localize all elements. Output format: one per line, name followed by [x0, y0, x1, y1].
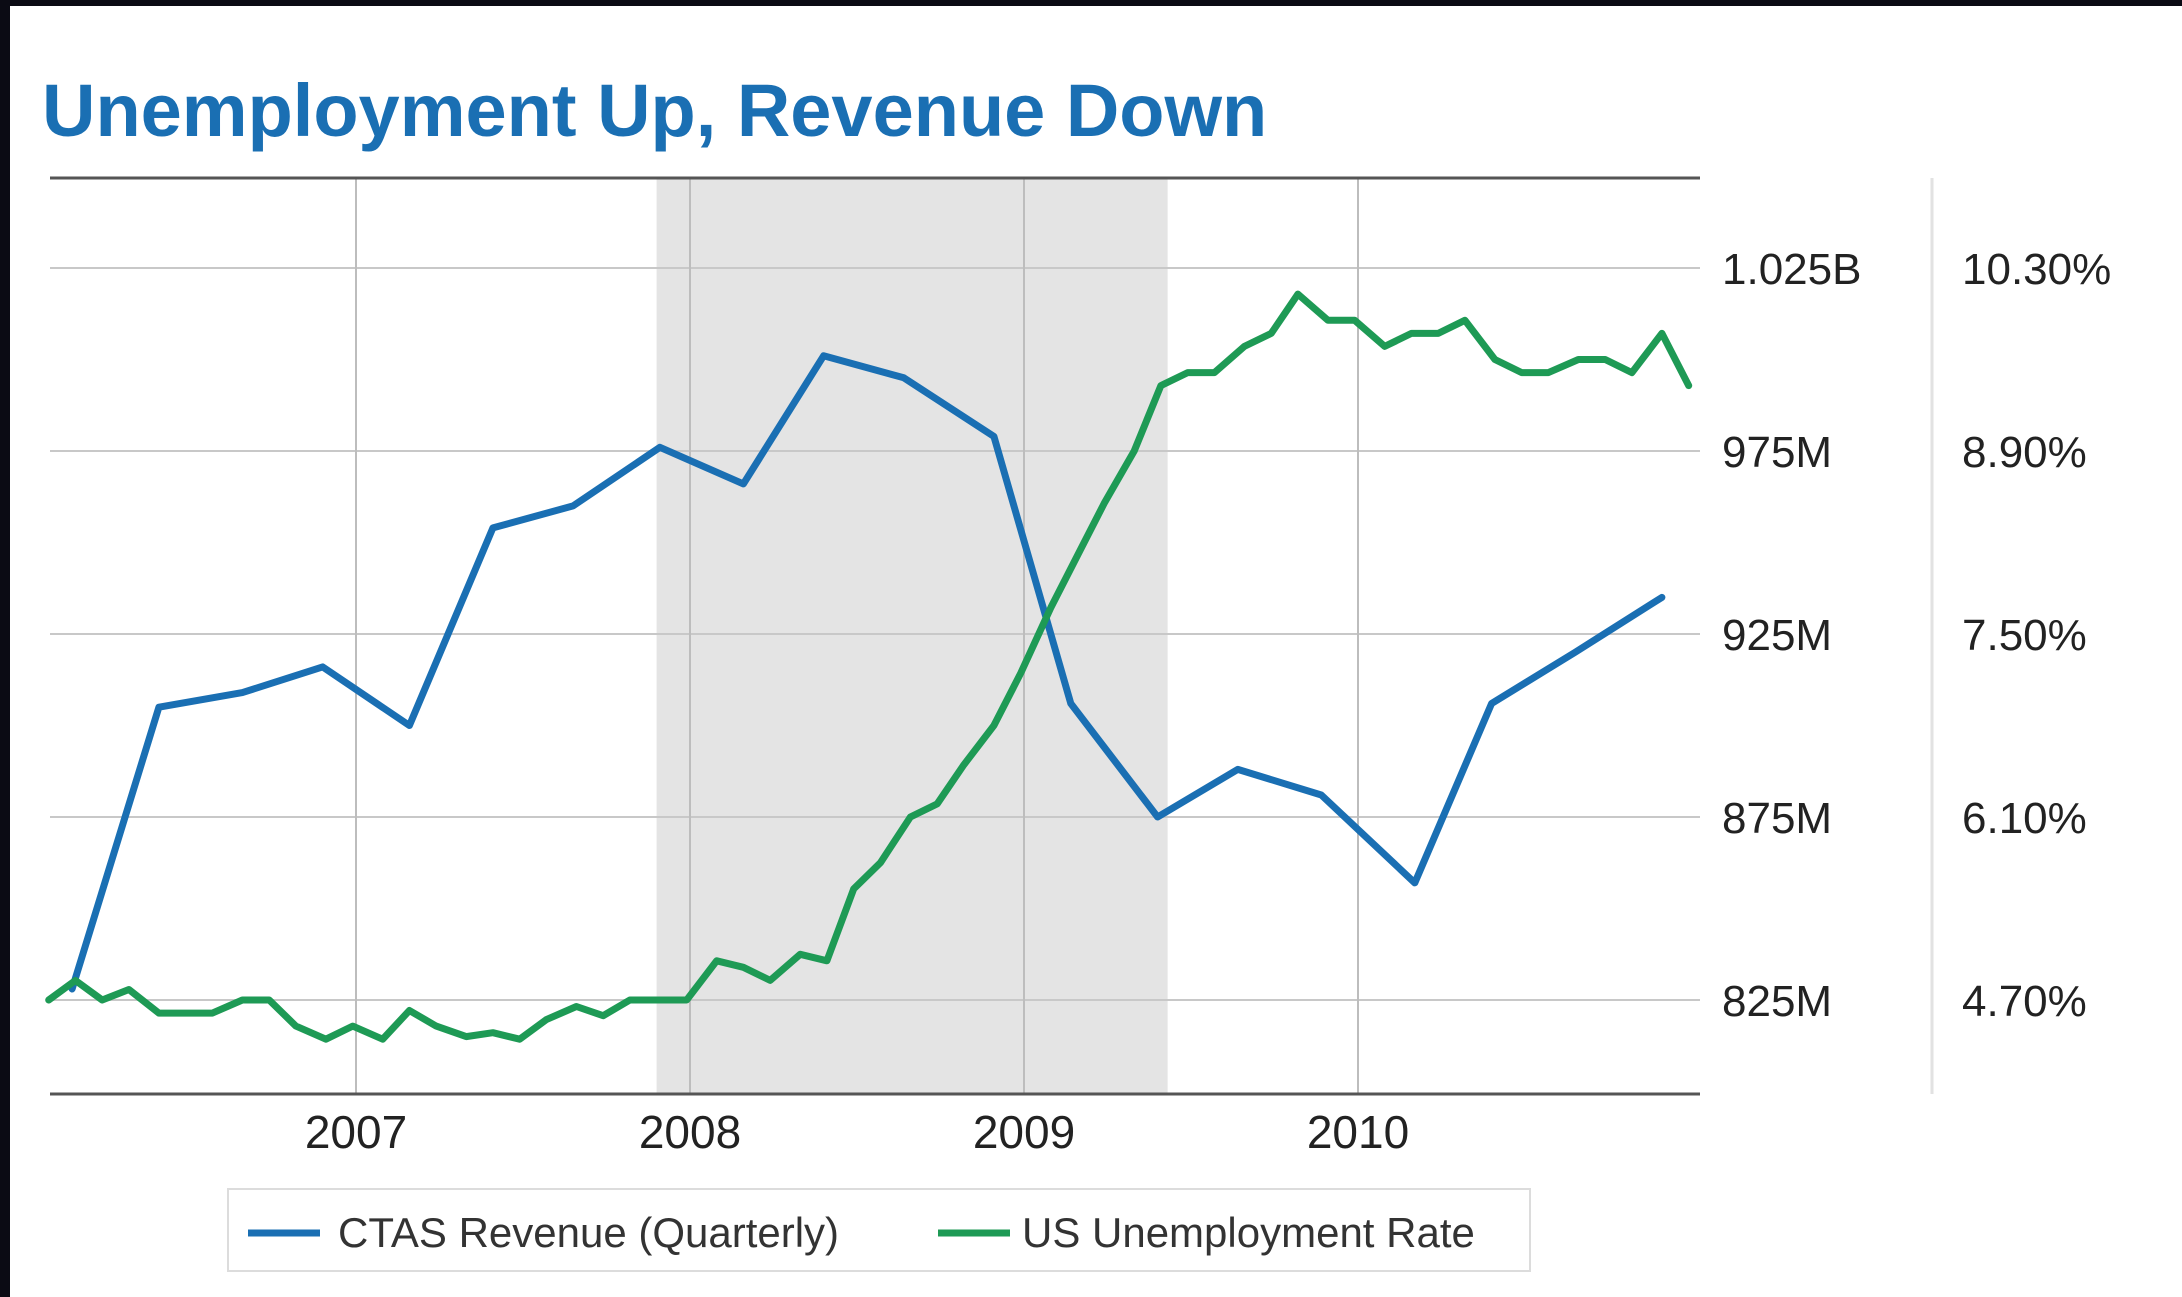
series-layer: [45, 290, 1693, 1043]
y-tick-label-right: 8.90%: [1962, 428, 2087, 477]
y-tick-label-left: 825M: [1722, 977, 1832, 1026]
y-tick-label-left: 1.025B: [1722, 245, 1861, 294]
y-tick-label-left: 975M: [1722, 428, 1832, 477]
chart-svg: Unemployment Up, Revenue Down 1.025B 975M…: [42, 69, 2111, 1272]
x-axis-ticks: 2007 2008 2009 2010: [305, 1106, 1409, 1158]
y-tick-label-left: 925M: [1722, 611, 1832, 660]
x-tick-label: 2009: [973, 1106, 1075, 1158]
recession-shade: [656, 178, 1168, 1094]
y-tick-label-right: 4.70%: [1962, 977, 2087, 1026]
grid-layer: [50, 178, 1700, 1094]
series-line-unemployment: [45, 290, 1693, 1043]
y-tick-label-right: 6.10%: [1962, 794, 2087, 843]
legend-box: [227, 1188, 1531, 1272]
y-tick-label-right: 7.50%: [1962, 611, 2087, 660]
chart-title: Unemployment Up, Revenue Down: [42, 69, 1267, 152]
right-axis-ticks: 10.30% 8.90% 7.50% 6.10% 4.70%: [1962, 245, 2111, 1026]
chart-frame: Unemployment Up, Revenue Down 1.025B 975M…: [10, 6, 2182, 1297]
x-tick-label: 2008: [639, 1106, 741, 1158]
y-tick-label-left: 875M: [1722, 794, 1832, 843]
x-tick-label: 2010: [1307, 1106, 1409, 1158]
legend-label-unemployment: US Unemployment Rate: [1022, 1209, 1475, 1256]
left-axis-ticks: 1.025B 975M 925M 875M 825M: [1722, 245, 1861, 1026]
y-tick-label-right: 10.30%: [1962, 245, 2111, 294]
legend: CTAS Revenue (Quarterly) US Unemployment…: [227, 1188, 1531, 1272]
x-tick-label: 2007: [305, 1106, 407, 1158]
legend-label-revenue: CTAS Revenue (Quarterly): [338, 1209, 839, 1256]
series-line-revenue: [68, 352, 1666, 993]
